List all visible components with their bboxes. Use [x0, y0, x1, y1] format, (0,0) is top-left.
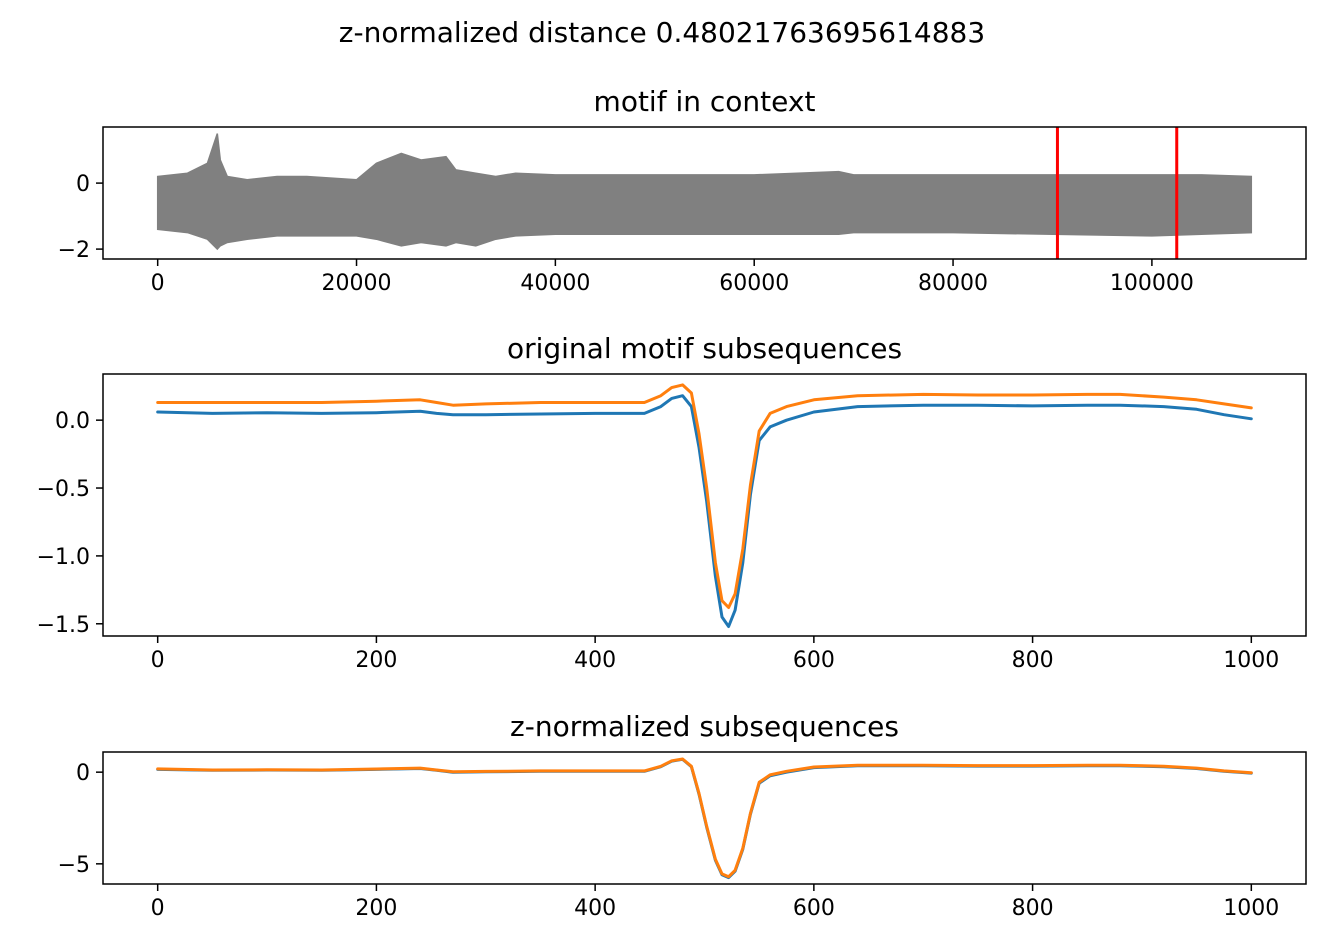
original-ytick-label: −1.0 [37, 545, 90, 570]
original-ytick-label: −1.5 [37, 613, 90, 638]
original-xtick-label: 1000 [1223, 648, 1279, 673]
znorm-xtick-label: 800 [1012, 896, 1054, 921]
original-xtick-label: 600 [793, 648, 835, 673]
znorm-xtick-label: 200 [355, 896, 397, 921]
znorm-series-line-2 [156, 757, 1253, 879]
original-xtick-label: 400 [574, 648, 616, 673]
context-xtick-label: 100000 [1110, 271, 1194, 296]
original-axes-frame [102, 373, 1307, 637]
panel-original-motif-subsequences: original motif subsequences 0 200 400 600 80… [37, 332, 1307, 673]
context-xtick-label: 20000 [322, 271, 392, 296]
original-xtick-label: 800 [1012, 648, 1054, 673]
znorm-xtick-label: 1000 [1223, 896, 1279, 921]
context-signal-band [156, 133, 1253, 251]
original-series-line-1 [156, 394, 1253, 628]
znorm-marks [156, 757, 1253, 880]
znorm-title: z-normalized subsequences [510, 710, 899, 743]
original-ytick-label: 0.0 [55, 409, 90, 434]
znorm-xtick-label: 600 [793, 896, 835, 921]
znorm-ticks: 0 200 400 600 800 1000 0 −5 [58, 761, 1280, 921]
context-xtick-label: 0 [151, 271, 165, 296]
context-marks [156, 127, 1253, 259]
original-title: original motif subsequences [507, 332, 902, 365]
context-axes-frame [102, 126, 1307, 260]
original-xtick-label: 0 [151, 648, 165, 673]
panel-motif-in-context: motif in context 0 20000 40000 60000 80000 10… [58, 85, 1307, 296]
znorm-ytick-label: −5 [58, 853, 90, 878]
figure-suptitle: z-normalized distance 0.4802176369561488… [339, 16, 985, 49]
context-xtick-label: 80000 [918, 271, 988, 296]
panel-z-normalized-subsequences: z-normalized subsequences 0 200 400 600 800 1… [58, 710, 1307, 921]
context-ytick-label: −2 [58, 238, 90, 263]
znorm-axes-frame [102, 751, 1307, 885]
context-ticks: 0 20000 40000 60000 80000 100000 0 −2 [58, 172, 1194, 296]
original-xtick-label: 200 [355, 648, 397, 673]
znorm-xtick-label: 0 [151, 896, 165, 921]
context-xtick-label: 40000 [520, 271, 590, 296]
original-ticks: 0 200 400 600 800 1000 0.0 −0.5 −1.0 −1.5 [37, 409, 1280, 673]
context-ytick-label: 0 [76, 172, 90, 197]
znorm-ytick-label: 0 [76, 761, 90, 786]
original-marks [156, 383, 1253, 628]
original-series-line-2 [156, 383, 1253, 609]
original-ytick-label: −0.5 [37, 477, 90, 502]
context-xtick-label: 60000 [719, 271, 789, 296]
context-title: motif in context [594, 85, 816, 118]
znorm-xtick-label: 400 [574, 896, 616, 921]
